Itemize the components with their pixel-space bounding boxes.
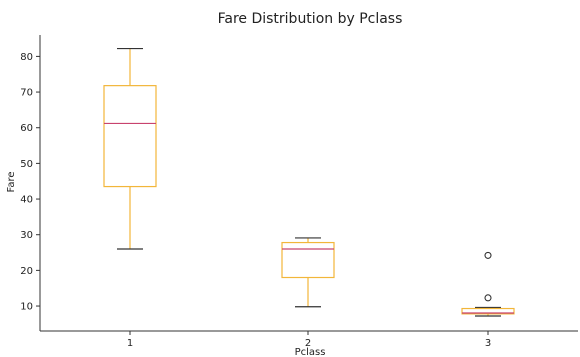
- y-tick-label: 30: [20, 230, 33, 241]
- plot-area: 10 20 30 40 50 60 70 80 1 2 3: [20, 35, 578, 349]
- box-iqr: [461, 307, 515, 315]
- y-tick-label: 80: [20, 52, 33, 63]
- y-tick-label: 40: [20, 195, 33, 206]
- outlier-point: [484, 251, 492, 259]
- x-axis-label: Pclass: [295, 347, 326, 357]
- outlier-point: [484, 294, 492, 302]
- y-tick-label: 70: [20, 88, 33, 99]
- y-axis-label: Fare: [6, 171, 17, 192]
- y-tick-label: 20: [20, 266, 33, 277]
- chart-title: Fare Distribution by Pclass: [218, 11, 403, 27]
- box-iqr: [281, 241, 335, 279]
- y-tick-label: 50: [20, 159, 33, 170]
- box-iqr: [103, 85, 157, 188]
- x-tick-label: 3: [485, 338, 491, 349]
- x-tick-label: 2: [305, 338, 311, 349]
- y-tick-label: 60: [20, 123, 33, 134]
- y-tick-label: 10: [20, 302, 33, 313]
- x-tick-label: 1: [127, 338, 133, 349]
